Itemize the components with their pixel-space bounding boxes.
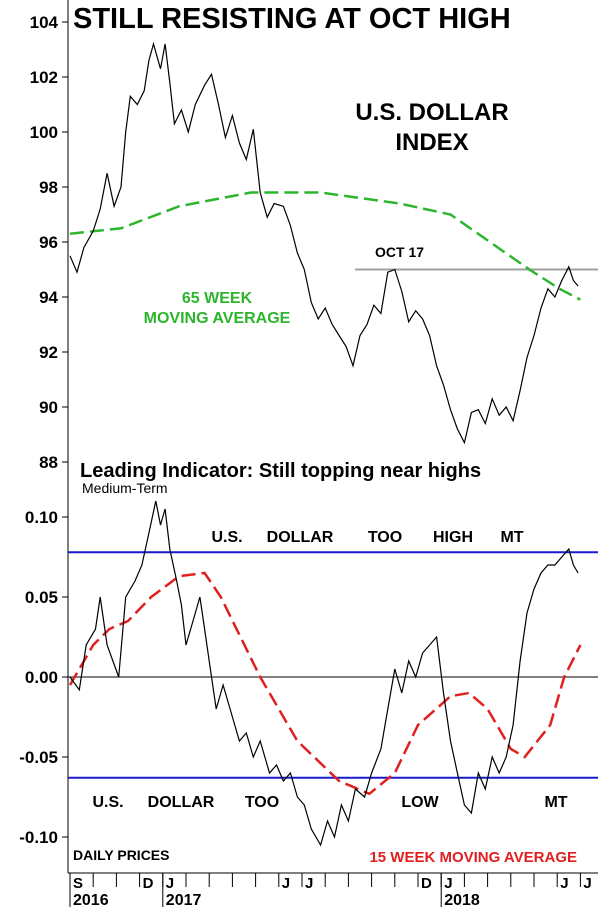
y-tick-label: -0.05 xyxy=(19,748,58,767)
lower-band-label: TOO xyxy=(245,794,279,811)
ma15-label: 15 WEEK MOVING AVERAGE xyxy=(369,849,577,866)
x-year-label: 2018 xyxy=(444,892,480,907)
ma65-line xyxy=(69,191,581,301)
index-label-1: U.S. DOLLAR xyxy=(355,99,508,126)
oct17-label: OCT 17 xyxy=(375,244,424,260)
top-panel-y-axis: 104 102 100 98 96 94 92 90 88 xyxy=(30,13,68,472)
upper-band-labels: U.S. DOLLAR TOO HIGH MT xyxy=(211,529,523,546)
lower-band-label: MT xyxy=(544,794,567,811)
y-tick-label: 96 xyxy=(39,233,58,252)
x-month-label: J xyxy=(305,875,313,892)
x-year-label: 2016 xyxy=(73,892,109,907)
bottom-panel-y-axis: 0.10 0.05 0.00 -0.05 -0.10 xyxy=(19,508,68,847)
lower-band-labels: U.S. DOLLAR TOO LOW MT xyxy=(92,794,567,811)
x-month-label: J xyxy=(444,875,452,892)
upper-band-label: HIGH xyxy=(433,529,473,546)
lower-band-label: U.S. xyxy=(92,794,123,811)
y-tick-label: 0.10 xyxy=(25,508,58,527)
index-label-2: INDEX xyxy=(395,129,468,156)
indicator-subtitle: Medium-Term xyxy=(82,480,168,496)
y-tick-label: 90 xyxy=(39,398,58,417)
x-month-label: J xyxy=(282,875,290,892)
upper-band-label: TOO xyxy=(368,529,402,546)
y-tick-label: 0.00 xyxy=(25,668,58,687)
ma65-label-1: 65 WEEK xyxy=(182,290,253,307)
x-month-label: J xyxy=(583,875,591,892)
x-month-label: S xyxy=(73,875,83,892)
upper-band-label: U.S. xyxy=(211,529,242,546)
y-tick-label: 104 xyxy=(30,13,59,32)
x-month-label: D xyxy=(143,875,154,892)
upper-band-label: DOLLAR xyxy=(267,529,334,546)
y-tick-label: 0.05 xyxy=(25,588,58,607)
x-month-label: J xyxy=(166,875,174,892)
upper-band-label: MT xyxy=(500,529,523,546)
y-tick-label: 98 xyxy=(39,178,58,197)
daily-prices-note: DAILY PRICES xyxy=(73,847,169,863)
dollar-index-line xyxy=(69,41,579,445)
y-tick-label: 92 xyxy=(39,343,58,362)
x-month-label: D xyxy=(421,875,432,892)
y-tick-label: 88 xyxy=(39,453,58,472)
indicator-title: Leading Indicator: Still topping near hi… xyxy=(80,460,481,482)
y-tick-label: -0.10 xyxy=(19,828,58,847)
ma65-label-2: MOVING AVERAGE xyxy=(144,310,291,327)
lower-band-label: LOW xyxy=(401,794,439,811)
chart-title: STILL RESISTING AT OCT HIGH xyxy=(73,3,511,35)
ma15-line xyxy=(68,571,582,796)
x-year-label: 2017 xyxy=(166,892,202,907)
y-tick-label: 102 xyxy=(30,68,58,87)
lower-band-label: DOLLAR xyxy=(148,794,215,811)
y-tick-label: 94 xyxy=(39,288,58,307)
x-month-label: J xyxy=(560,875,568,892)
indicator-line xyxy=(69,500,579,847)
y-tick-label: 100 xyxy=(30,123,58,142)
